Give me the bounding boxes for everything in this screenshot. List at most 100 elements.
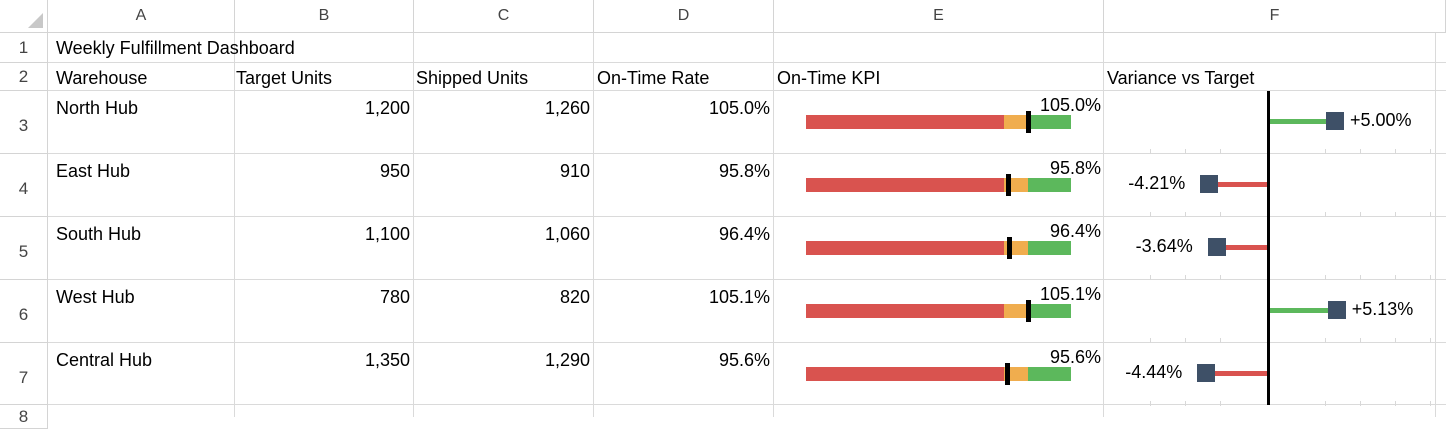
kpi-band-poor <box>806 115 1004 129</box>
cell-warehouse[interactable]: North Hub <box>56 98 139 118</box>
column-header-b[interactable]: B <box>235 0 414 33</box>
cell-target[interactable]: 1,200 <box>364 98 410 118</box>
cell-shipped[interactable]: 910 <box>559 161 590 181</box>
cell-rate[interactable]: 96.4% <box>718 224 770 244</box>
header-target-units[interactable]: Target Units <box>236 68 333 88</box>
variance-tick <box>1360 149 1361 154</box>
variance-tick <box>1325 212 1326 217</box>
variance-tick <box>1395 338 1396 343</box>
kpi-band-fair <box>1004 115 1028 129</box>
variance-bar-negative <box>1212 182 1267 187</box>
kpi-value-marker <box>1005 363 1010 385</box>
variance-tick <box>1395 149 1396 154</box>
variance-label: +5.13% <box>1351 299 1414 319</box>
header-warehouse[interactable]: Warehouse <box>56 68 148 88</box>
column-header-f[interactable]: F <box>1104 0 1446 33</box>
select-all-corner[interactable] <box>0 0 48 33</box>
variance-tick <box>1220 338 1221 343</box>
variance-marker <box>1207 238 1226 256</box>
variance-tick <box>1360 212 1361 217</box>
row-header-4[interactable]: 4 <box>0 154 48 217</box>
cell-rate[interactable]: 105.1% <box>708 287 770 307</box>
cell-shipped[interactable]: 1,060 <box>544 224 590 244</box>
variance-tick <box>1430 149 1431 154</box>
cell-rate[interactable]: 105.0% <box>708 98 770 118</box>
cell-warehouse[interactable]: South Hub <box>56 224 142 244</box>
gridline <box>773 33 774 417</box>
kpi-value-marker <box>1006 174 1011 196</box>
header-variance[interactable]: Variance vs Target <box>1107 68 1255 88</box>
header-shipped-units[interactable]: Shipped Units <box>416 68 529 88</box>
kpi-value-marker <box>1026 111 1031 133</box>
cell-target[interactable]: 1,350 <box>364 350 410 370</box>
variance-tick <box>1395 212 1396 217</box>
kpi-value-marker <box>1007 237 1012 259</box>
gridline <box>234 33 235 417</box>
cell-target[interactable]: 950 <box>379 161 410 181</box>
cell-shipped[interactable]: 1,260 <box>544 98 590 118</box>
kpi-bullet-bar <box>806 174 1071 196</box>
cell-rate[interactable]: 95.6% <box>718 350 770 370</box>
kpi-band-good <box>1028 178 1071 192</box>
cell-warehouse[interactable]: East Hub <box>56 161 131 181</box>
column-header-e[interactable]: E <box>774 0 1104 33</box>
cell-target[interactable]: 1,100 <box>364 224 410 244</box>
header-on-time-kpi[interactable]: On-Time KPI <box>777 68 881 88</box>
kpi-bullet-bar <box>806 363 1071 385</box>
variance-tick <box>1185 401 1186 406</box>
dashboard-title[interactable]: Weekly Fulfillment Dashboard <box>56 38 295 58</box>
gridline <box>48 153 1446 154</box>
cell-target[interactable]: 780 <box>379 287 410 307</box>
row-header-5[interactable]: 5 <box>0 217 48 280</box>
kpi-band-poor <box>806 241 1004 255</box>
column-header-d[interactable]: D <box>594 0 774 33</box>
variance-bar-positive <box>1270 119 1335 124</box>
column-header-c[interactable]: C <box>414 0 594 33</box>
variance-tick <box>1150 149 1151 154</box>
variance-tick <box>1325 401 1326 406</box>
variance-tick <box>1220 401 1221 406</box>
row-header-3[interactable]: 3 <box>0 91 48 154</box>
variance-tick <box>1395 401 1396 406</box>
variance-tick <box>1360 401 1361 406</box>
kpi-band-fair <box>1004 304 1028 318</box>
variance-marker <box>1200 175 1219 193</box>
column-header-a[interactable]: A <box>48 0 235 33</box>
kpi-band-good <box>1028 115 1071 129</box>
variance-tick <box>1360 275 1361 280</box>
gridline <box>1103 33 1104 417</box>
row-header-6[interactable]: 6 <box>0 280 48 343</box>
variance-tick <box>1220 275 1221 280</box>
select-all-icon <box>28 13 43 28</box>
gridline <box>48 216 1446 217</box>
gridline <box>48 90 1446 91</box>
cell-warehouse[interactable]: West Hub <box>56 287 135 307</box>
kpi-value-label: 95.8% <box>1049 158 1101 178</box>
cell-shipped[interactable]: 1,290 <box>544 350 590 370</box>
kpi-band-good <box>1028 241 1071 255</box>
row-header-2[interactable]: 2 <box>0 63 48 91</box>
row-header-7[interactable]: 7 <box>0 343 48 405</box>
variance-tick <box>1185 338 1186 343</box>
row-header-8[interactable]: 8 <box>0 405 48 429</box>
kpi-value-marker <box>1026 300 1031 322</box>
cell-rate[interactable]: 95.8% <box>718 161 770 181</box>
variance-tick <box>1185 212 1186 217</box>
variance-tick <box>1220 149 1221 154</box>
row-header-1[interactable]: 1 <box>0 33 48 63</box>
cell-shipped[interactable]: 820 <box>559 287 590 307</box>
variance-tick <box>1150 401 1151 406</box>
variance-tick <box>1430 401 1431 406</box>
variance-label: -3.64% <box>1135 236 1193 256</box>
variance-zero-axis <box>1267 91 1270 405</box>
cell-warehouse[interactable]: Central Hub <box>56 350 153 370</box>
gridline <box>48 62 1446 63</box>
variance-tick <box>1325 149 1326 154</box>
variance-marker <box>1197 364 1216 382</box>
variance-label: +5.00% <box>1350 110 1412 130</box>
gridline <box>593 33 594 417</box>
variance-marker <box>1327 301 1346 319</box>
kpi-value-label: 105.1% <box>1039 284 1101 304</box>
header-on-time-rate[interactable]: On-Time Rate <box>597 68 710 88</box>
